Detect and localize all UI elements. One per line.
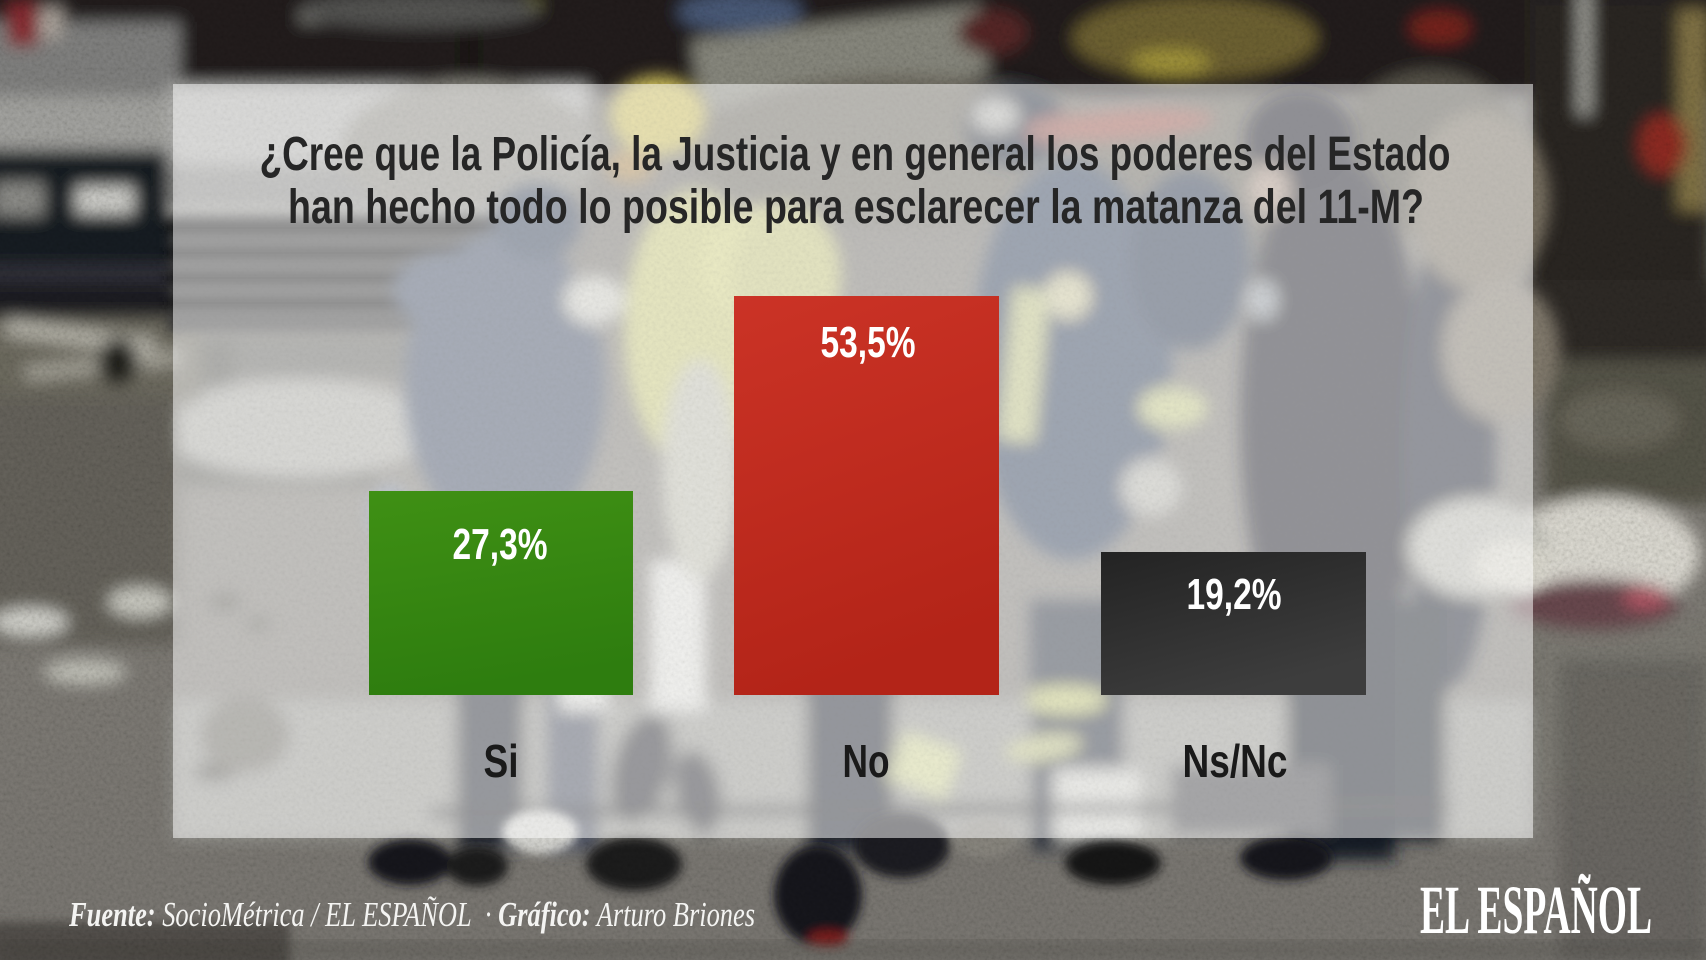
svg-text:han hecho todo lo posible para: han hecho todo lo posible para esclarece… <box>288 181 1424 234</box>
svg-text:EL ESPAÑOL: EL ESPAÑOL <box>1420 872 1652 948</box>
svg-text:¿Cree que la Policía, la Justi: ¿Cree que la Policía, la Justicia y en g… <box>260 128 1451 181</box>
svg-text:19,2%: 19,2% <box>1187 570 1282 619</box>
svg-text:27,3%: 27,3% <box>453 520 548 569</box>
svg-text:Ns/Nc: Ns/Nc <box>1183 735 1288 787</box>
svg-text:Fuente: SocioMétrica / EL ESPA: Fuente: SocioMétrica / EL ESPAÑOL · Gráf… <box>68 895 755 934</box>
svg-text:Si: Si <box>484 735 519 787</box>
svg-text:No: No <box>843 735 890 787</box>
svg-text:53,5%: 53,5% <box>821 318 916 367</box>
